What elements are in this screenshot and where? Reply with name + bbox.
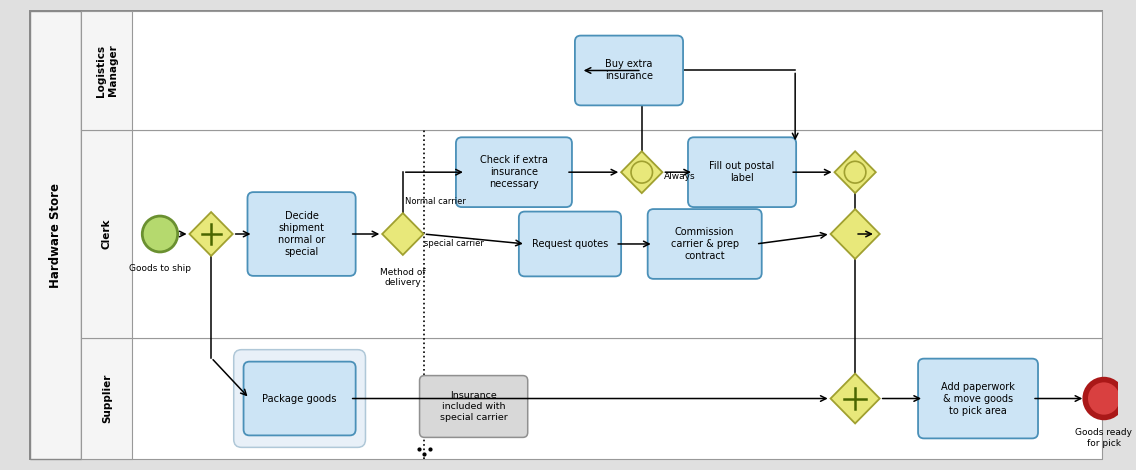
FancyBboxPatch shape <box>82 130 133 338</box>
Polygon shape <box>830 209 879 259</box>
FancyBboxPatch shape <box>519 212 621 276</box>
Circle shape <box>844 161 866 183</box>
FancyBboxPatch shape <box>31 11 82 459</box>
Polygon shape <box>190 212 233 256</box>
FancyBboxPatch shape <box>575 36 683 105</box>
Text: Insurance
included with
special carrier: Insurance included with special carrier <box>440 391 508 422</box>
Polygon shape <box>382 213 424 255</box>
FancyBboxPatch shape <box>648 209 762 279</box>
FancyBboxPatch shape <box>248 192 356 276</box>
Text: Hardware Store: Hardware Store <box>49 182 62 288</box>
FancyBboxPatch shape <box>419 376 528 438</box>
Text: Add paperwork
& move goods
to pick area: Add paperwork & move goods to pick area <box>941 382 1014 415</box>
Text: Goods ready
for pick: Goods ready for pick <box>1076 429 1133 448</box>
FancyBboxPatch shape <box>456 137 571 207</box>
Circle shape <box>142 216 177 252</box>
Text: Request quotes: Request quotes <box>532 239 608 249</box>
Circle shape <box>1085 380 1122 417</box>
Text: Goods to ship: Goods to ship <box>130 264 191 273</box>
FancyBboxPatch shape <box>82 130 1102 338</box>
FancyBboxPatch shape <box>918 359 1038 439</box>
Text: Commission
carrier & prep
contract: Commission carrier & prep contract <box>670 227 738 261</box>
Text: Clerk: Clerk <box>102 219 111 249</box>
FancyBboxPatch shape <box>234 350 366 447</box>
Text: Buy extra
insurance: Buy extra insurance <box>605 60 653 81</box>
Text: Supplier: Supplier <box>102 374 111 423</box>
Text: Method of
delivery: Method of delivery <box>381 268 426 287</box>
Text: special carrier: special carrier <box>425 239 484 248</box>
FancyBboxPatch shape <box>243 361 356 435</box>
Text: Always: Always <box>665 172 696 180</box>
Circle shape <box>630 161 652 183</box>
FancyBboxPatch shape <box>688 137 796 207</box>
FancyBboxPatch shape <box>82 338 1102 459</box>
FancyBboxPatch shape <box>82 11 133 130</box>
Polygon shape <box>835 151 876 193</box>
Text: Decide
shipment
normal or
special: Decide shipment normal or special <box>278 211 325 257</box>
Text: Fill out postal
label: Fill out postal label <box>710 161 775 183</box>
Polygon shape <box>830 374 879 423</box>
Text: Check if extra
insurance
necessary: Check if extra insurance necessary <box>481 155 548 189</box>
Text: Normal carrier: Normal carrier <box>404 197 466 206</box>
FancyBboxPatch shape <box>82 11 1102 130</box>
Polygon shape <box>621 151 662 193</box>
Text: Logistics
Manager: Logistics Manager <box>97 45 118 96</box>
FancyBboxPatch shape <box>82 338 133 459</box>
Text: Package goods: Package goods <box>262 393 337 404</box>
FancyBboxPatch shape <box>31 11 1102 459</box>
